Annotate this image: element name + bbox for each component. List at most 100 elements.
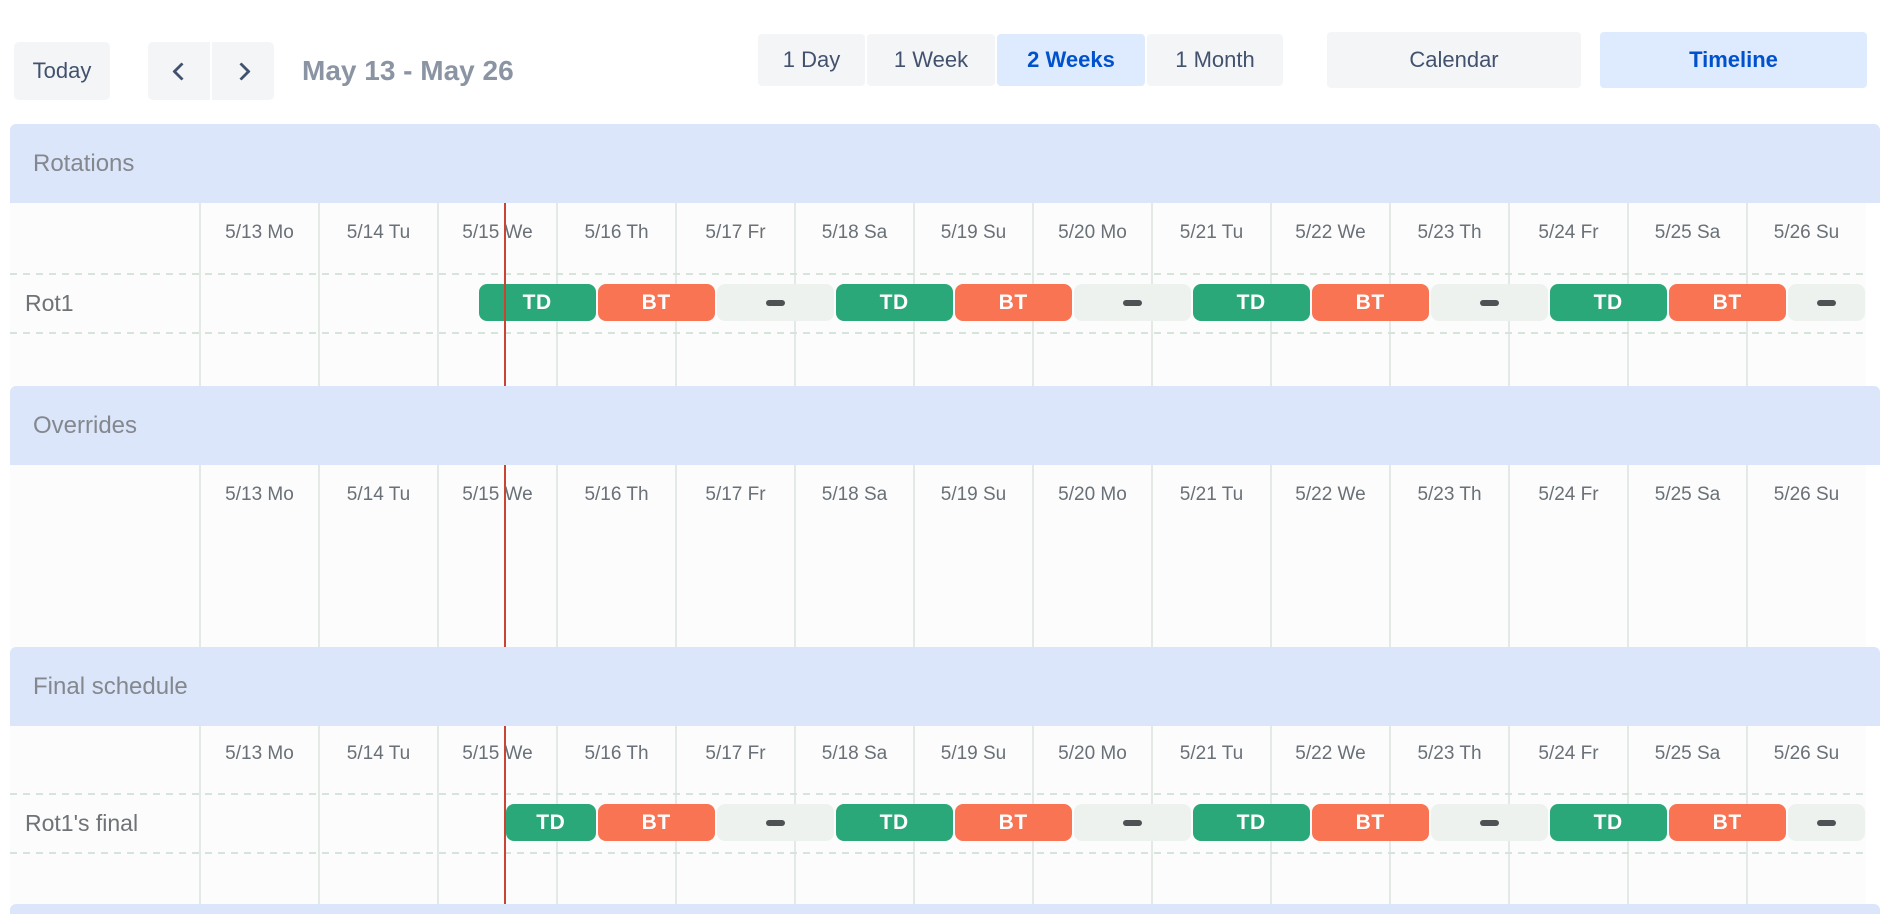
no-shift-dash-icon [765, 299, 785, 306]
date-label: 5/22 We [1295, 222, 1366, 243]
date-label: 5/20 Mo [1058, 222, 1127, 243]
row-divider-dashed [10, 273, 1866, 275]
date-label: 5/25 Sa [1654, 484, 1721, 505]
shift-bar-bt[interactable]: BT [1311, 804, 1429, 841]
date-label: 5/22 We [1295, 743, 1366, 764]
date-label: 5/17 Fr [705, 222, 766, 243]
empty-shift-gap [1073, 284, 1191, 321]
empty-shift-gap [716, 284, 834, 321]
column-separator [199, 203, 201, 386]
empty-shift-gap [1787, 804, 1865, 841]
date-label: 5/16 Th [584, 222, 649, 243]
now-indicator-line [503, 465, 506, 647]
date-label: 5/17 Fr [705, 484, 766, 505]
chevron-right-icon [231, 61, 251, 81]
shift-bar-td[interactable]: TD [835, 284, 953, 321]
shift-bar-bt[interactable]: BT [1668, 284, 1786, 321]
date-label: 5/24 Fr [1538, 222, 1599, 243]
date-label: 5/13 Mo [225, 222, 294, 243]
date-label: 5/13 Mo [225, 484, 294, 505]
shift-bar-td[interactable]: TD [835, 804, 953, 841]
view-option-1-day[interactable]: 1 Day [758, 34, 865, 86]
date-label: 5/18 Sa [821, 484, 888, 505]
next-section-header-partial [10, 904, 1880, 914]
now-indicator-line [503, 726, 506, 904]
mode-option-timeline[interactable]: Timeline [1600, 32, 1867, 88]
shift-bar-bt[interactable]: BT [597, 284, 715, 321]
date-label: 5/16 Th [584, 484, 649, 505]
empty-shift-gap [1073, 804, 1191, 841]
column-separator [199, 726, 201, 904]
shift-bar-bt[interactable]: BT [1311, 284, 1429, 321]
shift-bar-td[interactable]: TD [1549, 804, 1667, 841]
date-label: 5/25 Sa [1654, 222, 1721, 243]
date-label: 5/23 Th [1417, 222, 1482, 243]
date-label: 5/26 Su [1773, 743, 1840, 764]
date-label: 5/25 Sa [1654, 743, 1721, 764]
no-shift-dash-icon [1816, 299, 1836, 306]
shift-bar-bt[interactable]: BT [954, 804, 1072, 841]
shift-bar-td[interactable]: TD [1192, 284, 1310, 321]
date-label: 5/15 We [462, 222, 533, 243]
empty-shift-gap [1430, 804, 1548, 841]
date-label: 5/16 Th [584, 743, 649, 764]
no-shift-dash-icon [1479, 819, 1499, 826]
section-header-overrides: Overrides [10, 386, 1880, 465]
shift-bar-td[interactable]: TD [478, 284, 596, 321]
column-separator [675, 465, 677, 647]
column-separator [794, 465, 796, 647]
column-separator [318, 203, 320, 386]
column-separator [1032, 465, 1034, 647]
date-label: 5/15 We [462, 743, 533, 764]
mode-option-calendar[interactable]: Calendar [1327, 32, 1581, 88]
view-option-1-month[interactable]: 1 Month [1147, 34, 1283, 86]
date-label: 5/24 Fr [1538, 484, 1599, 505]
date-label: 5/19 Su [940, 484, 1007, 505]
prev-button[interactable] [148, 42, 210, 100]
no-shift-dash-icon [1122, 819, 1142, 826]
shift-bar-td[interactable]: TD [1549, 284, 1667, 321]
shift-bar-td[interactable]: TD [1192, 804, 1310, 841]
column-separator [1627, 465, 1629, 647]
today-button[interactable]: Today [14, 42, 110, 100]
no-shift-dash-icon [765, 819, 785, 826]
next-button[interactable] [212, 42, 274, 100]
section-header-rotations: Rotations [10, 124, 1880, 203]
date-label: 5/21 Tu [1179, 743, 1244, 764]
date-label: 5/22 We [1295, 484, 1366, 505]
column-separator [318, 726, 320, 904]
column-separator [913, 465, 915, 647]
column-separator [199, 465, 201, 647]
date-label: 5/19 Su [940, 743, 1007, 764]
date-label: 5/21 Tu [1179, 484, 1244, 505]
date-range-title: May 13 - May 26 [302, 55, 514, 86]
date-label: 5/13 Mo [225, 743, 294, 764]
section-grid-final-schedule: 5/13 Mo 5/14 Tu 5/15 We 5/16 Th 5/17 Fr 5/18 … [10, 726, 1866, 904]
column-separator [556, 465, 558, 647]
shift-bar-bt[interactable]: BT [597, 804, 715, 841]
column-separator [1389, 465, 1391, 647]
date-label: 5/15 We [462, 484, 533, 505]
column-separator [1508, 465, 1510, 647]
shift-bar-bt[interactable]: BT [954, 284, 1072, 321]
empty-shift-gap [1787, 284, 1865, 321]
column-separator [1270, 465, 1272, 647]
section-grid-rotations: 5/13 Mo 5/14 Tu 5/15 We 5/16 Th 5/17 Fr 5/18 … [10, 203, 1866, 386]
section-title: Rotations [33, 149, 135, 177]
now-indicator-line [503, 203, 506, 386]
date-label: 5/18 Sa [821, 743, 888, 764]
view-option-2-weeks[interactable]: 2 Weeks [997, 34, 1145, 86]
row-divider-dashed [10, 793, 1866, 795]
no-shift-dash-icon [1479, 299, 1499, 306]
shift-bar-bt[interactable]: BT [1668, 804, 1786, 841]
view-option-1-week[interactable]: 1 Week [867, 34, 995, 86]
column-separator [1151, 465, 1153, 647]
row-label: Rot1's final [25, 810, 139, 836]
date-label: 5/14 Tu [346, 743, 411, 764]
date-label: 5/23 Th [1417, 743, 1482, 764]
chevron-left-icon [171, 61, 191, 81]
shift-bar-td[interactable]: TD [505, 804, 596, 841]
empty-shift-gap [716, 804, 834, 841]
date-label: 5/17 Fr [705, 743, 766, 764]
